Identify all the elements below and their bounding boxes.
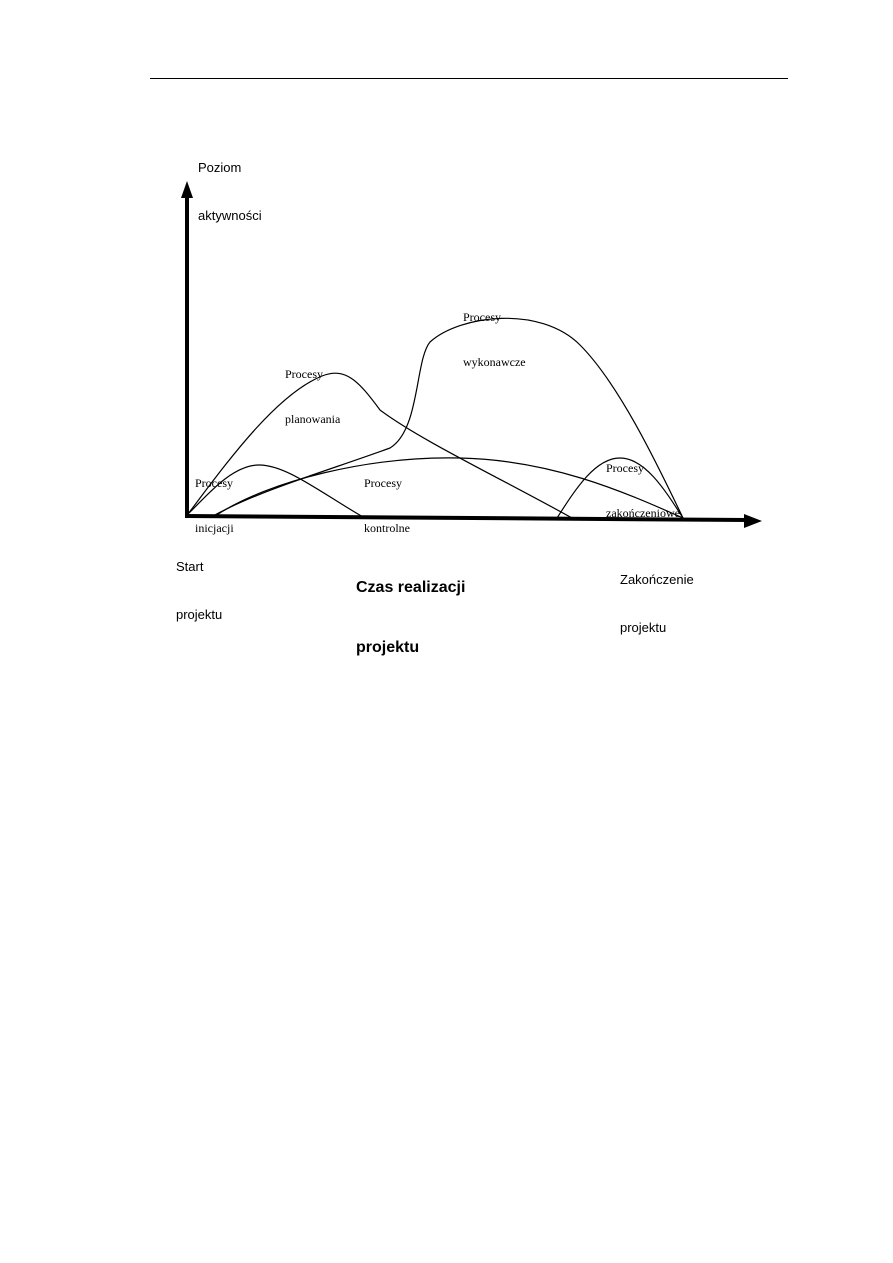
planning-label: Procesy planowania xyxy=(285,367,341,426)
execution-curve xyxy=(212,317,684,519)
initiation-curve xyxy=(187,464,364,518)
execution-label: Procesy wykonawcze xyxy=(463,310,526,369)
closing-label: Procesy zakończeniowe xyxy=(606,461,680,520)
planning-curve xyxy=(187,372,573,519)
y-axis-label-line1: Poziom xyxy=(198,160,242,175)
x-axis xyxy=(184,514,749,522)
end-label: Zakończenie projektu xyxy=(620,572,694,635)
y-axis-label-line2: aktywności xyxy=(198,208,262,223)
initiation-label: Procesy inicjacji xyxy=(195,476,234,535)
start-label: Start projektu xyxy=(176,559,223,622)
header-rule xyxy=(150,78,788,79)
x-axis-label: Czas realizacji projektu xyxy=(356,579,466,656)
x-axis-arrow xyxy=(744,514,762,528)
control-curve xyxy=(214,457,684,519)
y-axis-arrow xyxy=(181,181,193,198)
closing-curve xyxy=(556,457,684,519)
y-axis-label: Poziom aktywności xyxy=(198,128,262,256)
control-label: Procesy kontrolne xyxy=(364,476,410,535)
